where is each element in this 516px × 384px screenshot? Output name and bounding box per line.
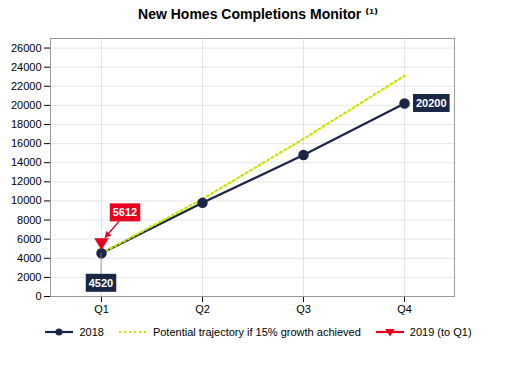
svg-text:4520: 4520 (89, 277, 113, 289)
svg-text:22000: 22000 (11, 80, 42, 92)
svg-text:Q3: Q3 (296, 303, 311, 315)
svg-text:24000: 24000 (11, 61, 42, 73)
svg-text:2000: 2000 (17, 271, 41, 283)
html-text:2019 (to Q1): 2019 (to Q1) (409, 326, 472, 338)
svg-text:26000: 26000 (11, 42, 42, 54)
svg-text:4000: 4000 (17, 252, 41, 264)
svg-text:Q1: Q1 (94, 303, 109, 315)
svg-text:14000: 14000 (11, 156, 42, 168)
svg-text:Q4: Q4 (397, 303, 412, 315)
svg-text:0: 0 (35, 290, 41, 302)
html-text:2018: 2018 (79, 326, 104, 338)
svg-text:8000: 8000 (17, 214, 41, 226)
svg-text:20000: 20000 (11, 99, 42, 111)
svg-text:Q2: Q2 (195, 303, 210, 315)
svg-text:16000: 16000 (11, 137, 42, 149)
html-text:Potential trajectory if 15% gr: Potential trajectory if 15% growth achie… (152, 326, 361, 338)
svg-text:6000: 6000 (17, 233, 41, 245)
html-text:New Homes Completions Monitor: New Homes Completions Monitor ⁽¹⁾ (138, 6, 378, 22)
svg-text:18000: 18000 (11, 118, 42, 130)
svg-text:5612: 5612 (113, 206, 137, 218)
svg-text:10000: 10000 (11, 194, 42, 206)
svg-text:12000: 12000 (11, 175, 42, 187)
svg-text:20200: 20200 (416, 97, 447, 109)
